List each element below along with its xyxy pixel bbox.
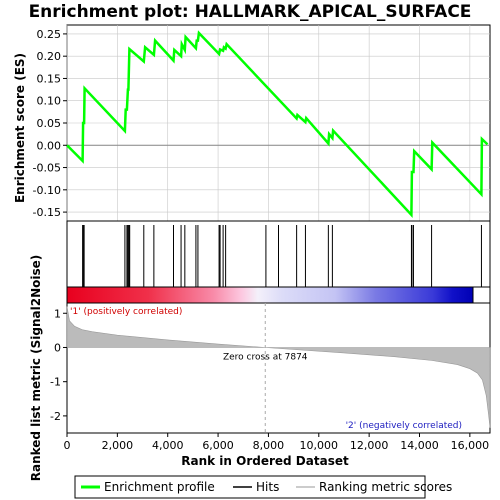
x-tick-label: 6,000 — [202, 439, 234, 452]
negative-correlation-label: '2' (negatively correlated) — [346, 421, 462, 431]
es-tick-label: 0.00 — [37, 139, 62, 152]
es-y-axis-title: Enrichment score (ES) — [13, 53, 27, 203]
metric-tick-label: 0 — [54, 341, 61, 354]
positive-correlation-label: '1' (positively correlated) — [70, 307, 182, 317]
metric-tick-label: -1 — [50, 376, 61, 389]
x-tick-label: 16,000 — [451, 439, 490, 452]
rank-color-band-bar — [66, 286, 474, 304]
rank-color-band — [66, 286, 491, 304]
es-tick-label: 0.05 — [37, 117, 62, 130]
x-tick-label: 8,000 — [253, 439, 285, 452]
metric-y-ticks: -2 -1 0 1 — [50, 307, 67, 423]
x-tick-label: 12,000 — [350, 439, 389, 452]
es-tick-label: -0.10 — [33, 184, 61, 197]
es-tick-label: 0.20 — [37, 50, 62, 63]
legend: Enrichment profile Hits Ranking metric s… — [74, 475, 452, 499]
es-tick-label: 0.25 — [37, 28, 62, 41]
x-tick-label: 14,000 — [400, 439, 439, 452]
x-tick-label: 4,000 — [152, 439, 184, 452]
chart-title: Enrichment plot: HALLMARK_APICAL_SURFACE — [29, 2, 472, 22]
metric-panel-frame — [66, 302, 491, 434]
x-tick-label: 10,000 — [300, 439, 339, 452]
legend-label-hits: Hits — [256, 480, 279, 494]
es-tick-label: -0.15 — [33, 206, 61, 219]
hits-panel — [66, 220, 491, 288]
es-tick-label: 0.15 — [37, 72, 62, 85]
es-tick-label: -0.05 — [33, 162, 61, 175]
metric-tick-label: 1 — [54, 307, 61, 320]
rank-color-band-end — [472, 286, 491, 304]
es-tick-label: 0.10 — [37, 95, 62, 108]
x-tick-label: 0 — [64, 439, 71, 452]
x-axis-title: Rank in Ordered Dataset — [181, 454, 349, 468]
metric-tick-label: -2 — [50, 410, 61, 423]
zero-cross-label: Zero cross at 7874 — [223, 352, 308, 362]
hit-marks — [82, 225, 482, 287]
es-panel: -0.15-0.10-0.050.000.050.100.150.200.25 … — [13, 24, 491, 222]
x-axis-ticks: 0 2,000 4,000 6,000 8,000 10,000 12,000 14,000 1… — [64, 433, 490, 452]
enrichment-profile-line — [66, 30, 489, 218]
x-tick-label: 2,000 — [102, 439, 134, 452]
es-y-ticks: -0.15 -0.10 -0.05 0.00 0.05 0.10 0.15 0.20 0.25 — [33, 28, 67, 219]
metric-panel: Zero cross at 7874 '1' (positively corre… — [29, 255, 491, 482]
legend-label-ranking-metric: Ranking metric scores — [319, 480, 452, 494]
legend-label-enrichment-profile: Enrichment profile — [104, 480, 215, 494]
ranking-metric-area — [66, 306, 491, 428]
metric-y-axis-title: Ranked list metric (Signal2Noise) — [29, 255, 43, 482]
